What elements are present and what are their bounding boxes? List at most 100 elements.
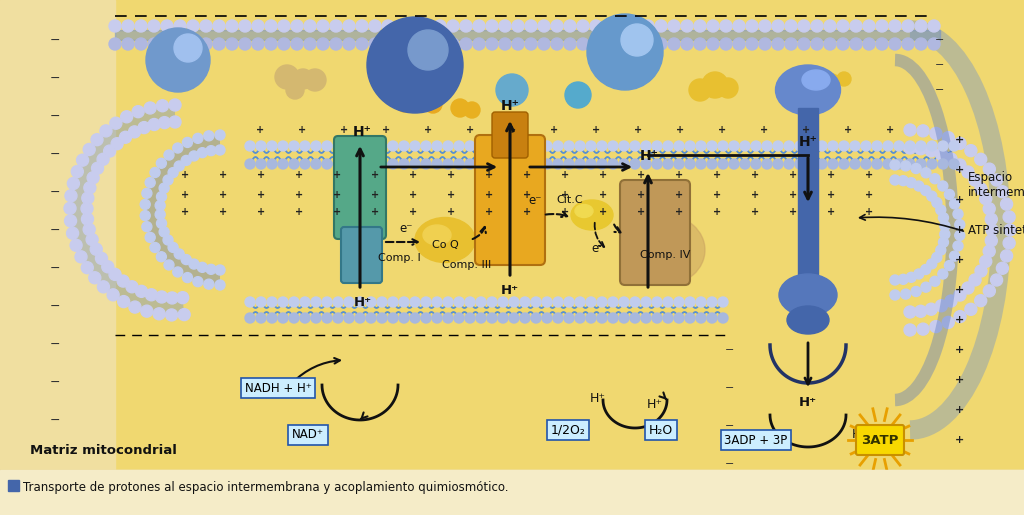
Circle shape bbox=[434, 38, 446, 50]
Text: +: + bbox=[371, 190, 379, 200]
Text: NAD⁺: NAD⁺ bbox=[292, 428, 324, 441]
Circle shape bbox=[289, 313, 299, 323]
Circle shape bbox=[928, 20, 940, 32]
Text: −: − bbox=[725, 421, 734, 431]
Circle shape bbox=[206, 264, 216, 274]
Circle shape bbox=[84, 182, 96, 194]
FancyBboxPatch shape bbox=[475, 135, 545, 265]
Circle shape bbox=[954, 219, 965, 230]
Text: Espacio
intermembrana: Espacio intermembrana bbox=[968, 171, 1024, 199]
Text: +: + bbox=[219, 207, 227, 217]
Circle shape bbox=[921, 265, 931, 274]
Circle shape bbox=[762, 159, 772, 169]
Circle shape bbox=[986, 224, 998, 236]
Circle shape bbox=[267, 141, 278, 151]
Circle shape bbox=[289, 297, 299, 307]
Circle shape bbox=[663, 313, 673, 323]
Circle shape bbox=[883, 159, 893, 169]
Circle shape bbox=[166, 292, 178, 304]
Circle shape bbox=[798, 38, 810, 50]
Text: +: + bbox=[886, 125, 894, 135]
Ellipse shape bbox=[625, 215, 705, 285]
Text: H⁺: H⁺ bbox=[799, 135, 817, 149]
Circle shape bbox=[729, 159, 739, 169]
Ellipse shape bbox=[571, 200, 613, 230]
Circle shape bbox=[876, 38, 888, 50]
Circle shape bbox=[696, 313, 706, 323]
Circle shape bbox=[135, 38, 147, 50]
Circle shape bbox=[204, 279, 214, 289]
Text: +: + bbox=[561, 207, 569, 217]
Circle shape bbox=[983, 285, 995, 297]
Circle shape bbox=[685, 313, 695, 323]
Circle shape bbox=[685, 297, 695, 307]
Circle shape bbox=[408, 38, 420, 50]
Circle shape bbox=[630, 313, 640, 323]
Circle shape bbox=[487, 159, 497, 169]
Circle shape bbox=[901, 161, 910, 171]
Circle shape bbox=[83, 224, 95, 235]
Circle shape bbox=[553, 297, 563, 307]
Circle shape bbox=[289, 159, 299, 169]
Circle shape bbox=[432, 141, 442, 151]
Circle shape bbox=[520, 141, 530, 151]
Circle shape bbox=[577, 38, 589, 50]
Circle shape bbox=[685, 141, 695, 151]
Circle shape bbox=[642, 20, 654, 32]
Text: −: − bbox=[50, 33, 60, 46]
Circle shape bbox=[245, 141, 255, 151]
Circle shape bbox=[317, 38, 329, 50]
Text: +: + bbox=[955, 405, 965, 415]
Circle shape bbox=[330, 20, 342, 32]
Circle shape bbox=[65, 190, 77, 202]
Text: 3ADP + 3P: 3ADP + 3P bbox=[724, 434, 787, 447]
Circle shape bbox=[86, 234, 98, 246]
Circle shape bbox=[87, 172, 99, 184]
Circle shape bbox=[300, 141, 310, 151]
Circle shape bbox=[443, 313, 453, 323]
Text: +: + bbox=[675, 207, 683, 217]
Text: +: + bbox=[295, 170, 303, 180]
Text: +: + bbox=[827, 170, 835, 180]
Circle shape bbox=[894, 159, 904, 169]
Circle shape bbox=[720, 38, 732, 50]
Circle shape bbox=[443, 297, 453, 307]
Circle shape bbox=[366, 313, 376, 323]
Circle shape bbox=[215, 265, 225, 275]
Circle shape bbox=[668, 20, 680, 32]
Circle shape bbox=[344, 141, 354, 151]
Circle shape bbox=[89, 272, 100, 284]
Circle shape bbox=[159, 227, 169, 237]
FancyBboxPatch shape bbox=[334, 136, 386, 239]
Text: −: − bbox=[935, 60, 945, 70]
Text: +: + bbox=[634, 125, 642, 135]
Circle shape bbox=[198, 262, 207, 272]
Circle shape bbox=[817, 159, 827, 169]
Circle shape bbox=[694, 38, 706, 50]
Circle shape bbox=[936, 245, 946, 255]
Text: +: + bbox=[424, 125, 432, 135]
Circle shape bbox=[161, 38, 173, 50]
Circle shape bbox=[586, 313, 596, 323]
Circle shape bbox=[928, 38, 940, 50]
Circle shape bbox=[911, 286, 922, 297]
Circle shape bbox=[157, 252, 166, 262]
Circle shape bbox=[409, 88, 431, 110]
Circle shape bbox=[174, 38, 186, 50]
Circle shape bbox=[759, 20, 771, 32]
Circle shape bbox=[663, 297, 673, 307]
Circle shape bbox=[890, 175, 900, 185]
Circle shape bbox=[689, 79, 711, 101]
Circle shape bbox=[68, 178, 80, 190]
Text: −: − bbox=[50, 300, 60, 313]
Circle shape bbox=[278, 159, 288, 169]
Circle shape bbox=[189, 259, 199, 269]
Circle shape bbox=[983, 163, 995, 175]
Circle shape bbox=[906, 178, 916, 187]
Text: +: + bbox=[827, 207, 835, 217]
Text: H⁺: H⁺ bbox=[501, 99, 519, 113]
Circle shape bbox=[590, 20, 602, 32]
Circle shape bbox=[520, 297, 530, 307]
Circle shape bbox=[267, 159, 278, 169]
Circle shape bbox=[608, 159, 618, 169]
